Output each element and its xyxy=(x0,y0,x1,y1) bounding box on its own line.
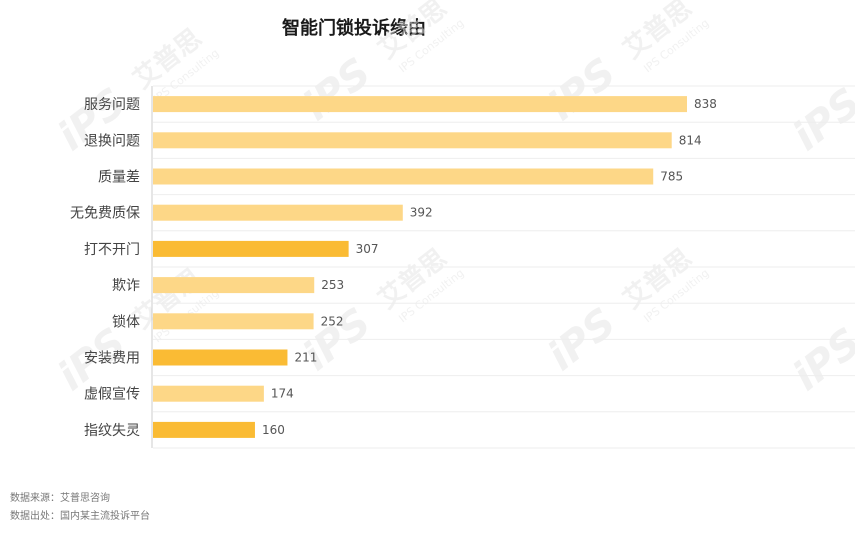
value-label: 838 xyxy=(694,97,717,111)
bar xyxy=(153,349,288,366)
bar xyxy=(153,421,255,438)
category-label: 服务问题 xyxy=(84,97,140,113)
category-label: 锁体 xyxy=(112,314,140,330)
bar xyxy=(153,385,264,402)
value-label: 814 xyxy=(679,133,702,147)
category-label: 质量差 xyxy=(98,170,140,186)
category-label: 退换问题 xyxy=(84,132,140,149)
category-label: 安装费用 xyxy=(84,351,140,367)
category-label: 欺诈 xyxy=(112,278,140,294)
value-label: 307 xyxy=(356,242,379,256)
watermark-mark-text: iPS xyxy=(540,50,625,130)
bar xyxy=(153,96,687,113)
bar xyxy=(153,313,314,330)
value-label: 160 xyxy=(262,423,285,437)
bar xyxy=(153,277,315,294)
chart-title: 智能门锁投诉缘由 xyxy=(282,18,426,39)
value-label: 785 xyxy=(660,170,683,184)
category-label: 虚假宣传 xyxy=(84,387,140,403)
value-label: 392 xyxy=(410,206,433,220)
watermark-mark-text: iPS xyxy=(785,80,855,160)
category-label: 指纹失灵 xyxy=(84,423,140,439)
grid-lines xyxy=(151,85,855,449)
category-label: 打不开门 xyxy=(84,241,140,258)
bar-series: 服务问题 838 退换问题 814 质量差 785 无免费质保 392 打不开门 307 欺诈 253… xyxy=(70,96,717,439)
value-label: 252 xyxy=(321,314,344,328)
value-label: 211 xyxy=(294,351,317,365)
footer-source: 数据来源：艾普思咨询 xyxy=(10,493,110,504)
value-label: 174 xyxy=(271,387,294,401)
bar xyxy=(153,168,654,185)
watermark-mark-text: iPS xyxy=(785,320,855,400)
footer-origin: 数据出处：国内某主流投诉平台 xyxy=(10,511,150,522)
bar xyxy=(153,132,672,149)
bar xyxy=(153,204,403,221)
category-label: 无免费质保 xyxy=(70,206,140,222)
value-label: 253 xyxy=(321,278,344,292)
watermark-mark-text: iPS xyxy=(295,50,380,130)
bar xyxy=(153,240,349,257)
